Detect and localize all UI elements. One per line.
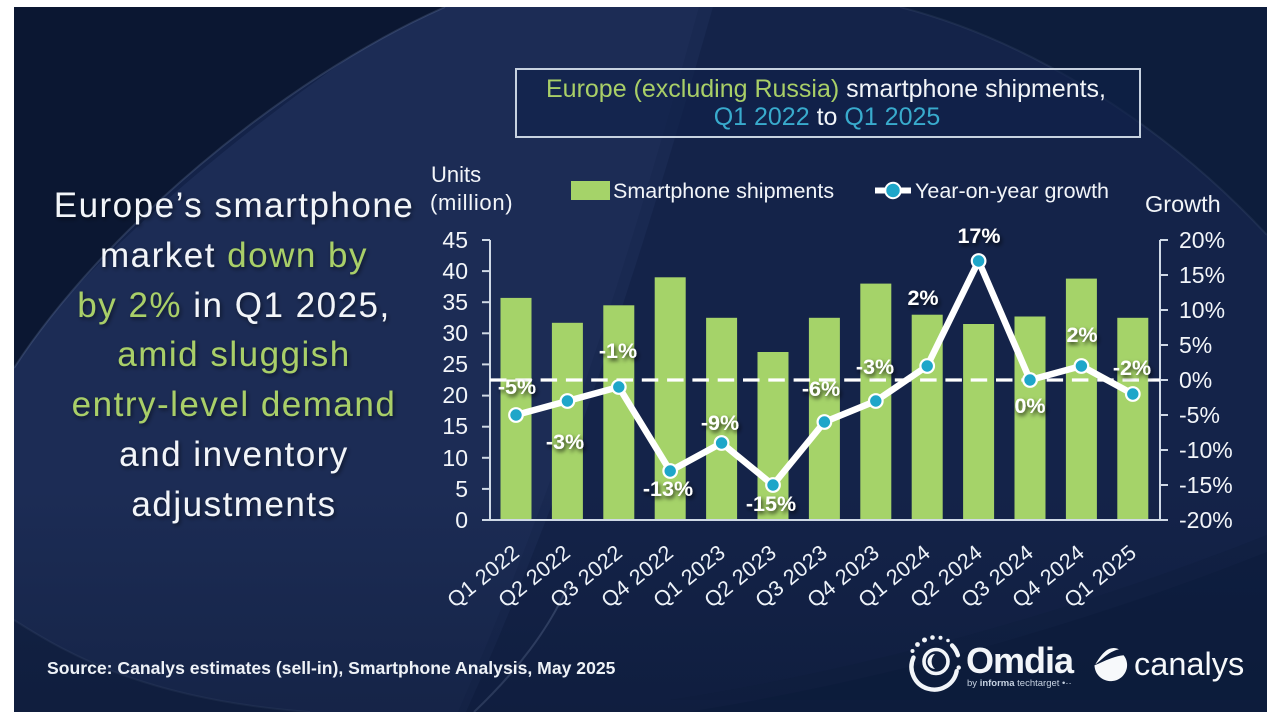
svg-text:Growth: Growth [1145,191,1221,217]
svg-text:0: 0 [455,507,468,533]
svg-text:35: 35 [442,289,468,315]
svg-text:(million): (million) [430,190,513,215]
svg-text:Europe (excluding Russia) smar: Europe (excluding Russia) smartphone shi… [546,75,1106,103]
svg-text:10: 10 [442,445,468,471]
svg-text:30: 30 [442,320,468,346]
svg-text:Source: Canalys estimates (sel: Source: Canalys estimates (sell-in), Sma… [47,658,616,678]
svg-text:-3%: -3% [546,430,584,454]
svg-text:-5%: -5% [1179,402,1220,428]
svg-text:-10%: -10% [1179,437,1233,463]
svg-text:10%: 10% [1179,297,1225,323]
svg-text:-15%: -15% [1179,472,1233,498]
svg-text:15%: 15% [1179,262,1225,288]
svg-text:5%: 5% [1179,332,1212,358]
svg-text:15: 15 [442,413,468,439]
svg-text:2%: 2% [1066,323,1097,347]
svg-text:-5%: -5% [498,375,536,399]
svg-text:-9%: -9% [701,411,739,435]
svg-text:20%: 20% [1179,227,1225,253]
svg-text:5: 5 [455,476,468,502]
svg-text:-6%: -6% [802,377,840,401]
svg-text:Year-on-year growth: Year-on-year growth [915,179,1109,203]
svg-text:2%: 2% [907,286,938,310]
svg-text:-1%: -1% [599,339,637,363]
svg-text:20: 20 [442,382,468,408]
svg-text:45: 45 [442,227,468,253]
svg-text:Units: Units [431,162,481,187]
svg-text:-2%: -2% [1113,356,1151,380]
svg-text:17%: 17% [957,224,1000,248]
svg-text:Smartphone shipments: Smartphone shipments [613,179,834,203]
svg-text:and inventory: and inventory [119,435,349,474]
svg-text:-15%: -15% [746,492,796,516]
svg-text:-3%: -3% [856,355,894,379]
svg-text:Q1 2022 to Q1 2025: Q1 2022 to Q1 2025 [714,103,941,131]
svg-text:amid sluggish: amid sluggish [117,335,351,374]
svg-text:Omdia: Omdia [966,640,1075,681]
svg-text:entry-level demand: entry-level demand [72,385,397,424]
svg-text:Europe’s smartphone: Europe’s smartphone [54,186,415,225]
svg-text:by informa techtarget •··: by informa techtarget •·· [967,678,1072,689]
svg-text:40: 40 [442,258,468,284]
svg-text:-20%: -20% [1179,507,1233,533]
svg-text:canalys: canalys [1134,646,1244,682]
svg-text:0%: 0% [1014,394,1045,418]
svg-text:0%: 0% [1179,367,1212,393]
svg-text:-13%: -13% [643,477,693,501]
svg-text:by 2% in Q1 2025,: by 2% in Q1 2025, [77,286,390,325]
svg-text:25: 25 [442,351,468,377]
svg-text:adjustments: adjustments [131,485,336,524]
svg-text:market down by: market down by [100,236,368,275]
